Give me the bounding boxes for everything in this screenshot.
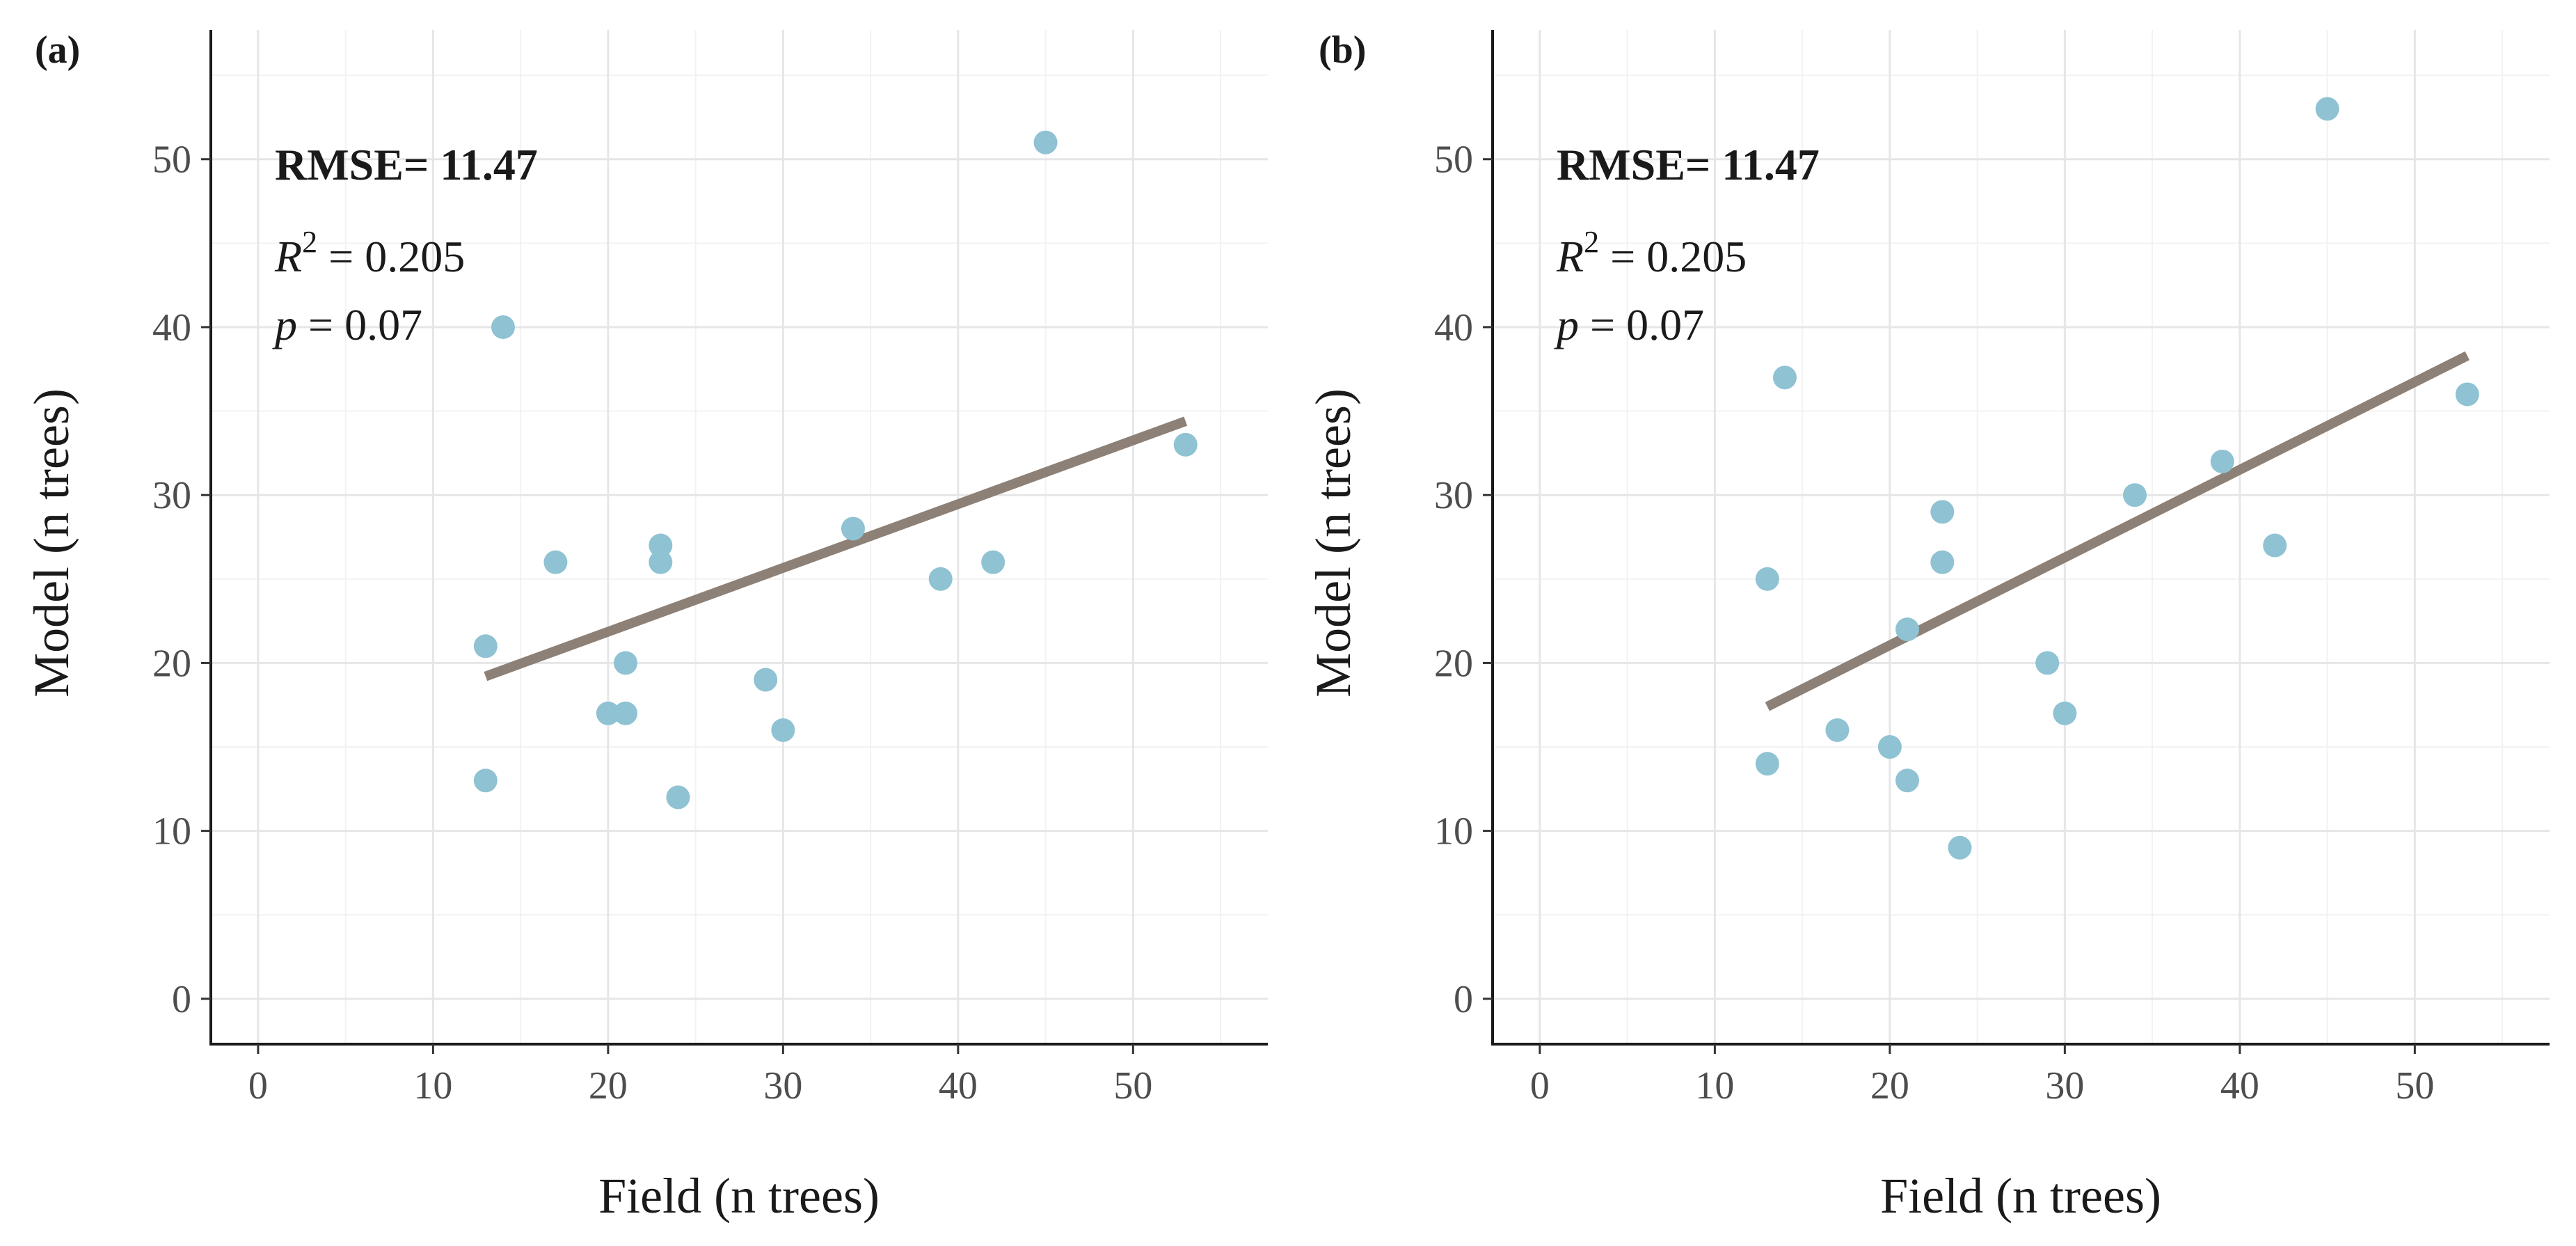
x-tick-label: 30 (2045, 1064, 2084, 1107)
data-point (1930, 500, 1955, 524)
r-squared-annotation: R2 = 0.205 (274, 225, 465, 281)
data-point (2455, 382, 2479, 407)
p-value-annotation: p = 0.07 (272, 300, 422, 349)
axes (1483, 30, 2550, 1054)
y-tick-label: 30 (1434, 474, 1473, 517)
data-point (649, 550, 673, 574)
y-tick-label: 40 (152, 306, 191, 349)
data-point (1755, 752, 1779, 776)
data-point (596, 701, 620, 725)
p-value-annotation: p = 0.07 (1554, 300, 1704, 349)
r-squared-value: = 0.205 (1599, 232, 1747, 281)
data-point (1930, 550, 1955, 574)
panel-label-b: (b) (1319, 29, 1366, 72)
y-tick-label: 40 (1434, 306, 1473, 349)
r-exponent: 2 (302, 225, 317, 259)
data-point (2315, 97, 2339, 121)
y-tick-label: 20 (1434, 642, 1473, 685)
p-symbol: p (1554, 300, 1579, 349)
data-point (614, 651, 638, 675)
x-tick-label: 0 (1530, 1064, 1550, 1107)
panel-b: (b) 0 10 20 30 40 50 0 10 20 30 40 50 Field (n tre… (1305, 29, 2550, 1224)
data-point (473, 768, 498, 793)
p-value: = 0.07 (1579, 300, 1704, 349)
data-point (754, 668, 778, 692)
y-axis-title: Model (n trees) (1305, 388, 1361, 697)
x-tick-label: 20 (1870, 1064, 1909, 1107)
y-tick-label: 0 (172, 978, 191, 1021)
data-point (2053, 701, 2077, 725)
x-tick-label: 10 (1695, 1064, 1734, 1107)
y-axis-title: Model (n trees) (24, 388, 79, 697)
data-point (614, 701, 638, 725)
regression-line (1765, 351, 2470, 711)
axes (201, 30, 1268, 1054)
fit-line-group (484, 416, 1188, 681)
r-exponent: 2 (1584, 225, 1599, 259)
data-point (1825, 718, 1850, 742)
data-point (928, 567, 953, 591)
data-point (666, 785, 690, 810)
y-tick-label: 30 (152, 474, 191, 517)
data-point (1895, 768, 1920, 793)
y-tick-label: 10 (152, 810, 191, 853)
data-point (1033, 130, 1058, 155)
regression-line (484, 416, 1188, 681)
data-point (981, 550, 1005, 574)
data-points (1755, 97, 2479, 860)
data-point (1772, 365, 1797, 390)
fit-line-group (1765, 351, 2470, 711)
x-tick-label: 20 (589, 1064, 628, 1107)
x-tick-label: 30 (763, 1064, 802, 1107)
y-tick-label: 50 (152, 139, 191, 182)
r-squared-value: = 0.205 (317, 232, 465, 281)
x-tick-label: 10 (413, 1064, 452, 1107)
x-tick-labels: 0 10 20 30 40 50 (248, 1064, 1152, 1107)
x-tick-label: 40 (2220, 1064, 2259, 1107)
x-tick-label: 50 (2395, 1064, 2434, 1107)
rmse-annotation: RMSE= 11.47 (275, 140, 538, 189)
x-axis-title: Field (n trees) (598, 1168, 880, 1224)
y-tick-label: 10 (1434, 810, 1473, 853)
p-value: = 0.07 (297, 300, 422, 349)
x-tick-label: 40 (939, 1064, 978, 1107)
x-tick-label: 0 (248, 1064, 268, 1107)
r-symbol: R (1556, 232, 1584, 281)
r-symbol: R (274, 232, 302, 281)
data-point (1173, 432, 1198, 457)
y-tick-label: 20 (152, 642, 191, 685)
r-squared-annotation: R2 = 0.205 (1556, 225, 1747, 281)
data-point (1948, 835, 1972, 860)
data-point (2122, 483, 2147, 507)
y-tick-labels: 0 10 20 30 40 50 (152, 139, 191, 1021)
data-point (473, 634, 498, 659)
y-tick-labels: 0 10 20 30 40 50 (1434, 139, 1473, 1021)
data-point (1877, 735, 1902, 759)
grid (211, 30, 1268, 1044)
data-point (2035, 651, 2060, 675)
rmse-annotation: RMSE= 11.47 (1557, 140, 1820, 189)
x-axis-title: Field (n trees) (1880, 1168, 2161, 1224)
data-point (491, 315, 515, 339)
y-tick-label: 0 (1454, 978, 1473, 1021)
p-symbol: p (272, 300, 297, 349)
data-point (1755, 567, 1779, 591)
data-point (649, 533, 673, 558)
panel-a: (a) 0 10 20 30 40 50 0 10 20 30 40 50 Field (n tre… (24, 29, 1268, 1224)
data-point (543, 550, 568, 574)
y-tick-label: 50 (1434, 139, 1473, 182)
x-tick-labels: 0 10 20 30 40 50 (1530, 1064, 2434, 1107)
panel-label-a: (a) (35, 29, 80, 72)
data-points (473, 130, 1198, 810)
data-point (841, 516, 865, 541)
data-point (771, 718, 795, 742)
data-point (2263, 533, 2287, 558)
x-tick-label: 50 (1113, 1064, 1152, 1107)
data-point (2210, 449, 2234, 473)
data-point (1895, 617, 1920, 642)
